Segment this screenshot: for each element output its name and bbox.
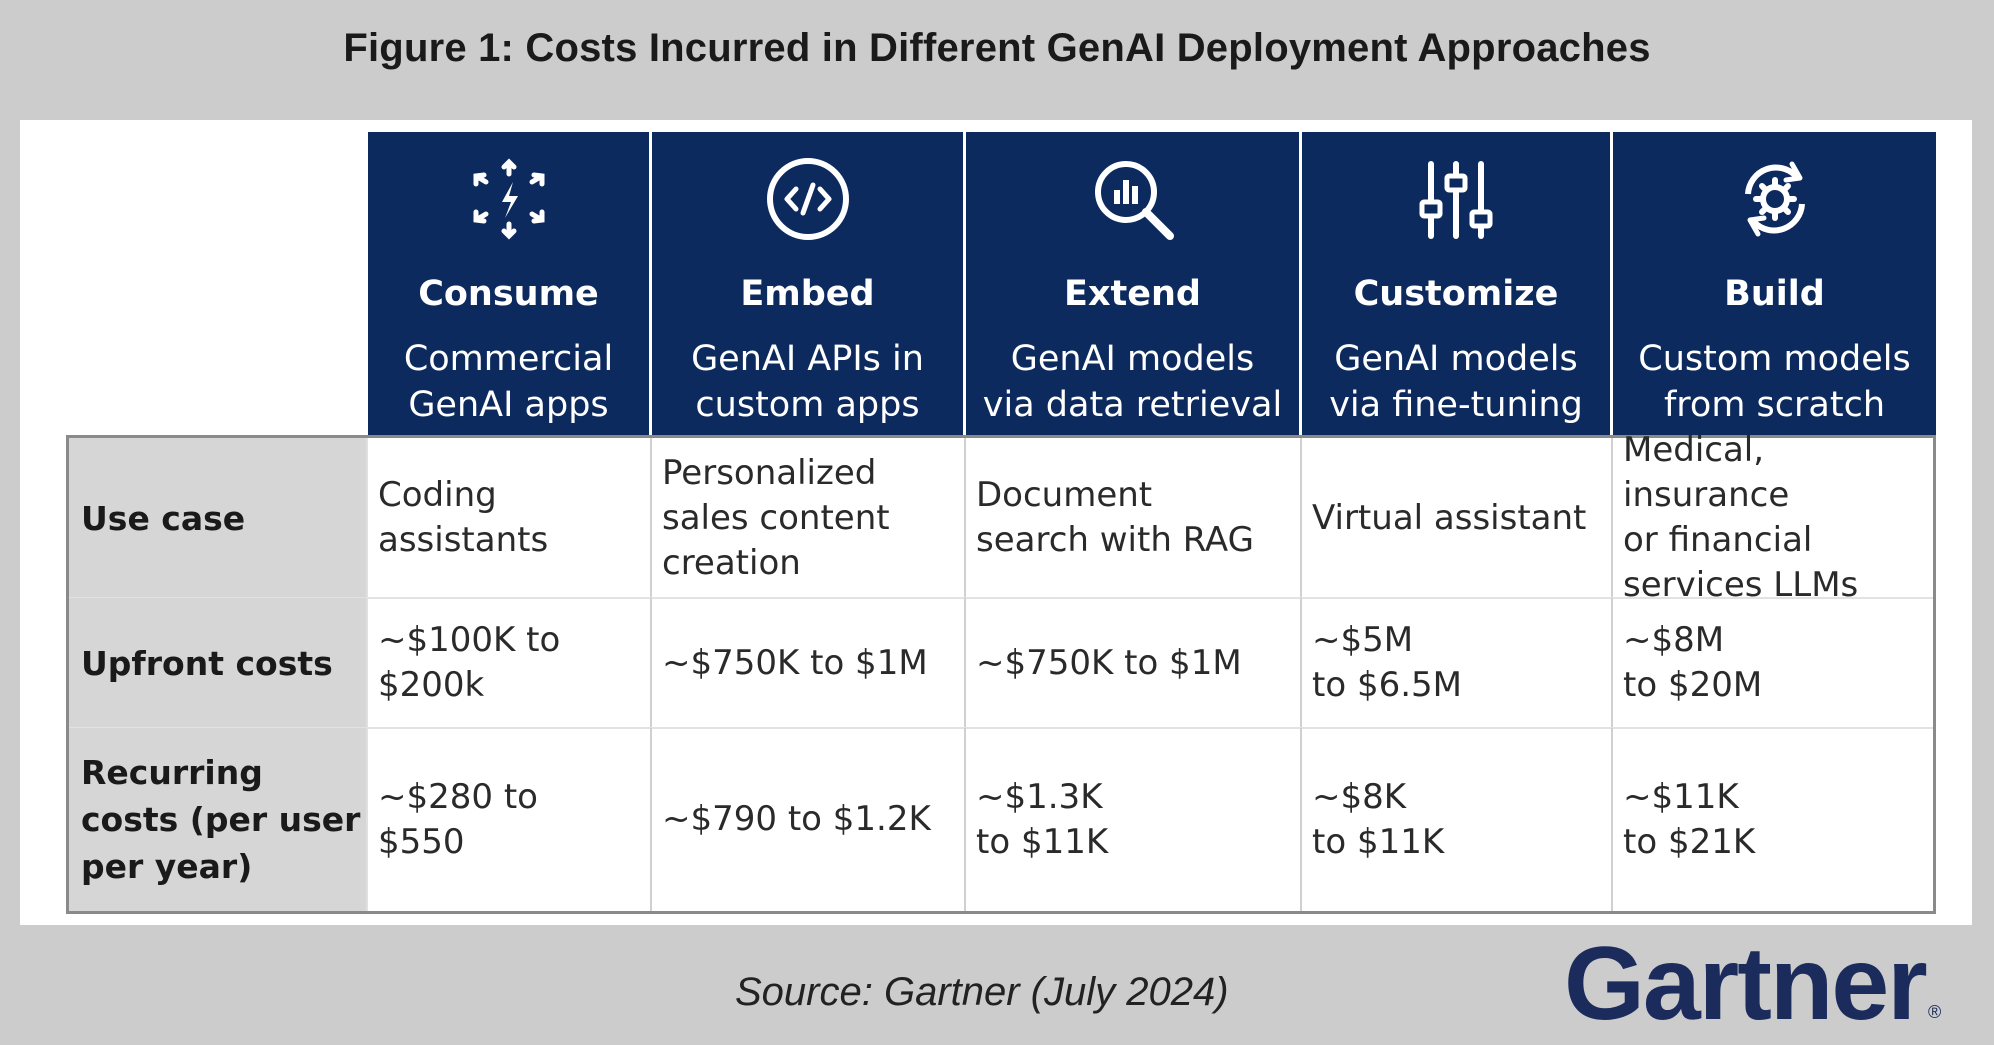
column-subtitle: GenAI APIs in custom apps: [691, 339, 924, 425]
header-row: Consume Commercial GenAI apps Embed GenAI A…: [368, 132, 1936, 435]
table-cell: ~$100K to $200k: [368, 598, 652, 728]
column-subtitle: GenAI models via fine-tuning: [1329, 339, 1583, 425]
source-note: Source: Gartner (July 2024): [735, 970, 1229, 1014]
sliders-icon: [1419, 161, 1493, 239]
row-divider: [69, 597, 1933, 599]
column-header-customize: Customize GenAI models via fine-tuning: [1302, 132, 1613, 435]
column-subtitle: Custom models from scratch: [1638, 339, 1911, 425]
table-cell: ~$8M to $20M: [1623, 620, 1763, 705]
row-label: Upfront costs: [69, 598, 368, 728]
table-cell: ~$750K to $1M: [966, 598, 1302, 728]
cost-table: Consume Commercial GenAI apps Embed GenAI A…: [66, 132, 1936, 914]
table-cell: ~$1.3K to $11K: [966, 728, 1302, 911]
table-cell: Document search with RAG: [966, 438, 1302, 598]
column-name: Extend: [1064, 274, 1201, 314]
gartner-logo: Gartner: [1564, 926, 1928, 1042]
registered-mark: ®: [1928, 1002, 1942, 1022]
column-header-consume: Consume Commercial GenAI apps: [368, 132, 652, 435]
scatter-arrows-icon: [473, 158, 544, 240]
table-cell: Virtual assistant: [1302, 438, 1613, 598]
column-header-embed: Embed GenAI APIs in custom apps: [652, 132, 966, 435]
table-cell: ~$8K to $11K: [1302, 728, 1613, 911]
column-header-build: Build Custom models from scratch: [1613, 132, 1936, 435]
figure-title: Figure 1: Costs Incurred in Different Ge…: [343, 26, 1651, 70]
table-row: Recurring costs (per user per year) ~$280…: [69, 728, 1936, 911]
gear-cycle-icon: [1744, 161, 1805, 237]
table-cell: ~$750K to $1M: [652, 598, 966, 728]
table-cell: Coding assistants: [368, 438, 652, 598]
table-cell: Medical, insurance or financial services…: [1623, 430, 1859, 605]
column-name: Customize: [1353, 274, 1559, 314]
column-header-extend: Extend GenAI models via data retrieval: [966, 132, 1302, 435]
table-cell: ~$5M to $6.5M: [1302, 598, 1613, 728]
table-cell: ~$790 to $1.2K: [652, 728, 966, 911]
table-row: Use case Coding assistants Personalized sa…: [69, 430, 1936, 605]
table-cell: ~$280 to $550: [368, 728, 652, 911]
column-subtitle: GenAI models via data retrieval: [982, 339, 1283, 425]
table-cell: ~$11K to $21K: [1623, 776, 1756, 862]
row-label: Recurring costs (per user per year): [69, 728, 368, 911]
table-body: Use case Coding assistants Personalized sa…: [66, 430, 1936, 914]
column-name: Consume: [418, 274, 599, 314]
column-subtitle: Commercial GenAI apps: [403, 339, 614, 425]
table-cell: Personalized sales content creation: [652, 438, 966, 598]
column-name: Embed: [740, 274, 875, 314]
code-icon: [766, 158, 849, 240]
row-divider: [69, 727, 1933, 729]
row-label: Use case: [69, 438, 368, 598]
magnifier-chart-icon: [1094, 161, 1174, 240]
table-row: Upfront costs ~$100K to $200k ~$750K to $1…: [69, 598, 1936, 728]
column-name: Build: [1724, 274, 1825, 314]
